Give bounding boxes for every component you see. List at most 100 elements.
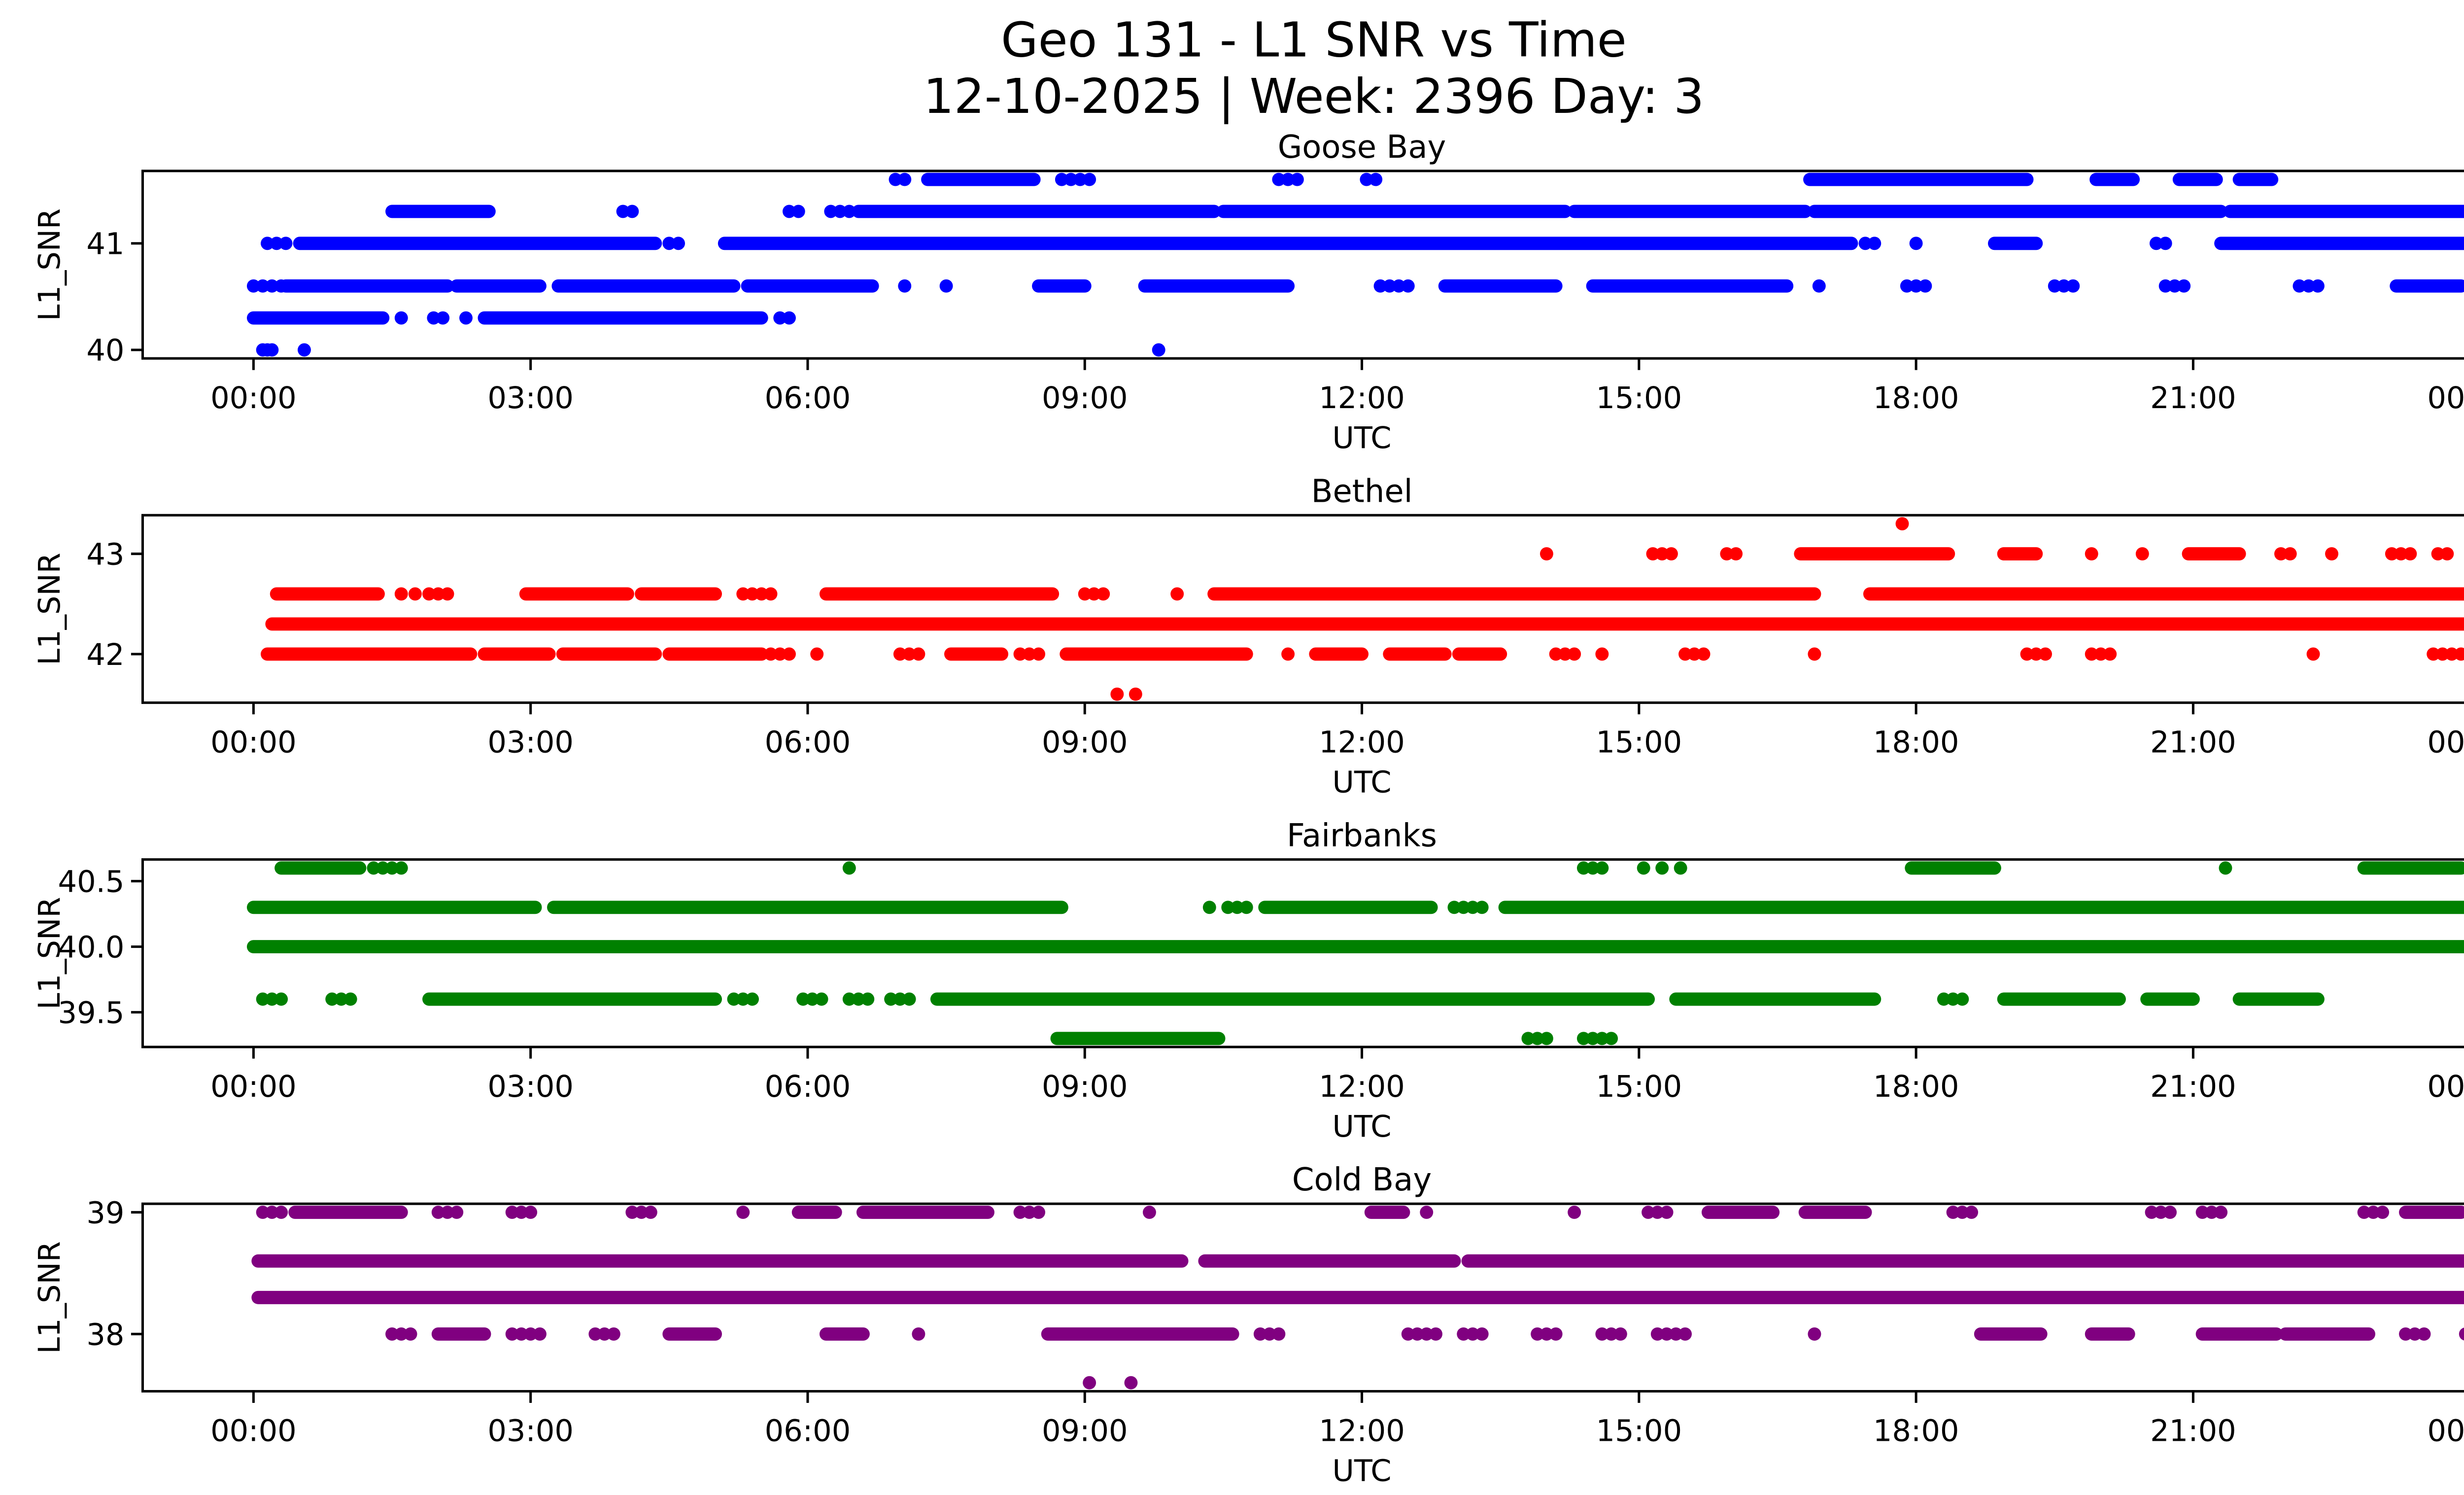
data-point <box>385 861 399 875</box>
data-point <box>1281 647 1295 661</box>
data-point <box>2154 1205 2168 1219</box>
data-point <box>1373 279 1387 293</box>
data-point <box>265 279 279 293</box>
data-point <box>1812 279 1826 293</box>
data-point <box>1083 173 1096 186</box>
data-point <box>1937 992 1951 1006</box>
data-point <box>607 1327 620 1341</box>
data-point <box>1678 647 1692 661</box>
data-point <box>279 237 293 250</box>
data-point <box>884 992 898 1006</box>
data-point <box>1420 1205 1434 1219</box>
data-point <box>815 992 828 1006</box>
data-point <box>2435 647 2449 661</box>
data-point <box>524 1205 538 1219</box>
data-point <box>833 205 847 218</box>
data-point <box>635 1205 649 1219</box>
data-point <box>1013 647 1027 661</box>
data-point <box>2431 547 2445 561</box>
data-point <box>1720 547 1734 561</box>
data-point <box>450 1205 464 1219</box>
data-point <box>256 279 270 293</box>
data-point <box>427 311 441 325</box>
x-axis-label: UTC <box>1332 1110 1391 1144</box>
axes-frame <box>141 170 2464 360</box>
data-point <box>902 992 916 1006</box>
data-point <box>408 587 422 601</box>
data-point <box>1650 1205 1664 1219</box>
x-tick-label: 03:00 <box>487 1414 574 1449</box>
data-point <box>1576 861 1590 875</box>
subplot-cold-bay: Cold Bay 38 39 00:00 03:00 06:00 09:00 12:00 15:… <box>33 1162 2464 1488</box>
data-point <box>727 992 741 1006</box>
data-point <box>861 992 875 1006</box>
data-point <box>514 1205 528 1219</box>
data-point <box>1637 861 1650 875</box>
data-point <box>912 1327 925 1341</box>
data-point <box>1032 647 1046 661</box>
figure-subtitle: 12-10-2025 | Week: 2396 Day: 3 <box>924 69 1705 125</box>
data-point <box>261 237 274 250</box>
y-tick-label: 42 <box>86 638 124 672</box>
x-tick-label: 00:00 <box>2427 726 2464 760</box>
y-tick-label: 38 <box>86 1318 124 1352</box>
data-point <box>1064 173 1078 186</box>
y-axis-label: L1_SNR <box>33 897 67 1009</box>
scatter-series <box>246 861 2464 1045</box>
data-point <box>1383 279 1397 293</box>
data-point <box>459 311 473 325</box>
x-tick-label: 12:00 <box>1319 726 1405 760</box>
data-point <box>1129 687 1142 701</box>
data-point <box>1531 1032 1544 1045</box>
data-point <box>2376 1205 2390 1219</box>
data-point <box>2417 1327 2431 1341</box>
data-point <box>1253 1327 1267 1341</box>
data-point <box>796 992 810 1006</box>
data-point <box>1142 1205 1156 1219</box>
data-point <box>2214 1205 2228 1219</box>
x-axis-label: UTC <box>1332 1454 1391 1488</box>
data-point <box>1605 1032 1618 1045</box>
data-point <box>1576 1032 1590 1045</box>
data-point <box>1055 173 1068 186</box>
data-point <box>1531 1327 1544 1341</box>
data-point <box>1466 901 1479 914</box>
data-point <box>889 173 902 186</box>
data-point <box>246 279 260 293</box>
data-point <box>912 647 925 661</box>
data-point <box>2440 547 2454 561</box>
data-point <box>367 861 380 875</box>
data-point <box>441 587 454 601</box>
data-point <box>1110 687 1124 701</box>
data-point <box>1013 1205 1027 1219</box>
data-point <box>1540 1327 1553 1341</box>
data-point <box>256 1205 270 1219</box>
data-point <box>1392 279 1405 293</box>
data-point <box>343 992 357 1006</box>
data-point <box>1549 647 1563 661</box>
data-point <box>754 587 768 601</box>
data-point <box>598 1327 612 1341</box>
y-tick-label: 43 <box>86 537 124 572</box>
data-point <box>2394 547 2408 561</box>
data-point <box>1909 279 1923 293</box>
data-point <box>1858 237 1872 250</box>
data-point <box>672 237 685 250</box>
data-point <box>1595 647 1609 661</box>
x-tick-label: 00:00 <box>2427 1414 2464 1449</box>
data-point <box>505 1205 519 1219</box>
data-point <box>2325 547 2339 561</box>
data-point <box>746 587 759 601</box>
data-point <box>746 992 759 1006</box>
x-tick-label: 15:00 <box>1596 1414 1682 1449</box>
data-point <box>2094 647 2108 661</box>
y-tick-label: 39 <box>86 1196 124 1230</box>
x-tick-label: 00:00 <box>210 1414 297 1449</box>
data-point <box>1032 1205 1046 1219</box>
data-point <box>1655 861 1669 875</box>
y-tick-label: 40.0 <box>58 930 125 965</box>
data-point <box>1664 547 1678 561</box>
x-tick-label: 15:00 <box>1596 726 1682 760</box>
x-tick-label: 21:00 <box>2150 381 2236 416</box>
